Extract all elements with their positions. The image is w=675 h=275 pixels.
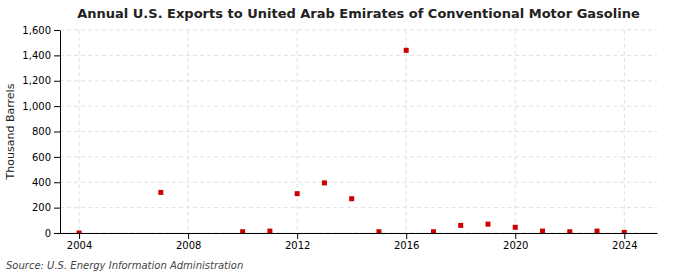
point [267, 229, 272, 233]
x-grid-line [188, 30, 189, 233]
x-grid-line [79, 30, 80, 233]
y-tick: 1,000 [22, 101, 60, 112]
x-tick-label: 2016 [394, 240, 419, 251]
y-tick-label: 0 [45, 228, 51, 239]
x-tick-mark [624, 233, 625, 239]
y-tick-mark [54, 157, 60, 158]
y-tick-mark [54, 208, 60, 209]
y-grid-line [60, 131, 657, 132]
y-tick: 600 [32, 152, 60, 163]
y-tick: 200 [32, 202, 60, 213]
y-grid-line [60, 30, 657, 31]
x-grid-line [297, 30, 298, 233]
x-grid-line [624, 30, 625, 233]
point [595, 229, 600, 233]
point [567, 229, 572, 233]
x-tick-label: 2012 [285, 240, 310, 251]
point [540, 229, 545, 233]
point [513, 225, 518, 230]
y-tick: 1,400 [22, 50, 60, 61]
y-grid-line [60, 80, 657, 81]
y-tick: 800 [32, 126, 60, 137]
x-tick-mark [188, 233, 189, 239]
y-axis-line [60, 31, 61, 234]
x-tick-mark [297, 233, 298, 239]
x-axis: 2004 2008 2012 2016 2020 2024 [61, 233, 658, 251]
y-tick-label: 1,000 [22, 101, 51, 112]
point [322, 180, 327, 185]
y-tick-mark [54, 132, 60, 133]
points [77, 48, 627, 233]
y-tick-label: 400 [32, 177, 51, 188]
point [77, 231, 82, 234]
grid [60, 30, 657, 233]
point [458, 223, 463, 228]
x-tick-mark [406, 233, 407, 239]
point [295, 191, 300, 196]
y-tick-label: 600 [32, 152, 51, 163]
x-axis-line [61, 233, 658, 234]
x-grid-line [406, 30, 407, 233]
y-tick-label: 1,200 [22, 75, 51, 86]
x-tick-mark [515, 233, 516, 239]
point [376, 229, 381, 233]
x-grid-line [515, 30, 516, 233]
x-tick-label: 2024 [612, 240, 637, 251]
y-tick: 1,600 [22, 25, 60, 36]
plot-area: 2004 2008 2012 2016 2020 2024 0 200 400 600 800 1,0… [22, 25, 657, 251]
point [404, 48, 409, 53]
y-tick: 1,200 [22, 75, 60, 86]
y-grid-line [60, 207, 657, 208]
y-grid-line [60, 182, 657, 183]
point [349, 196, 354, 201]
y-axis: 0 200 400 600 800 1,000 1,200 1,400 1,600 [22, 25, 60, 239]
y-grid-line [60, 156, 657, 157]
y-tick-label: 200 [32, 202, 51, 213]
x-tick: 2012 [285, 233, 310, 251]
y-tick-mark [54, 81, 60, 82]
point [158, 190, 163, 195]
y-grid-line [60, 55, 657, 56]
y-tick: 400 [32, 177, 60, 188]
point [240, 229, 245, 233]
x-tick: 2004 [67, 233, 92, 251]
y-axis-title: Thousand Barrels [4, 83, 17, 180]
x-tick: 2008 [176, 233, 201, 251]
x-tick-mark [79, 233, 80, 239]
point [485, 222, 490, 227]
source-note: Source: U.S. Energy Information Administ… [6, 260, 243, 271]
chart: 2004 2008 2012 2016 2020 2024 0 200 400 600 800 1,0… [0, 0, 675, 275]
x-tick-label: 2008 [176, 240, 201, 251]
y-tick-mark [54, 233, 60, 234]
x-tick: 2016 [394, 233, 419, 251]
y-tick-mark [54, 106, 60, 107]
y-tick: 0 [45, 228, 60, 239]
point [431, 229, 436, 233]
y-grid-line [60, 106, 657, 107]
x-tick: 2024 [612, 233, 637, 251]
x-tick-label: 2004 [67, 240, 92, 251]
y-tick-label: 800 [32, 126, 51, 137]
y-tick-mark [54, 182, 60, 183]
y-tick-label: 1,400 [22, 50, 51, 61]
y-tick-label: 1,600 [22, 25, 51, 36]
x-tick-label: 2020 [503, 240, 528, 251]
y-tick-mark [54, 55, 60, 56]
y-tick-mark [54, 30, 60, 31]
title: Annual U.S. Exports to United Arab Emira… [77, 6, 640, 21]
point [622, 230, 627, 233]
x-tick: 2020 [503, 233, 528, 251]
